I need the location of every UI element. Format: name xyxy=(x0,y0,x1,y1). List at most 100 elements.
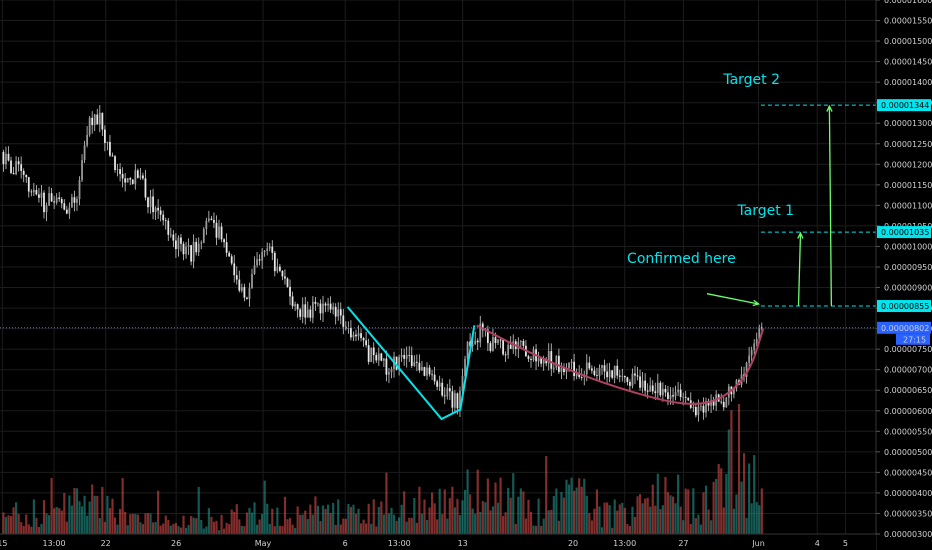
volume-bar xyxy=(717,463,720,534)
candle-body xyxy=(499,339,502,341)
volume-bar xyxy=(190,516,193,534)
price-tick-label: 0.00001200 xyxy=(884,160,932,169)
candle-body xyxy=(68,207,71,214)
candle-body xyxy=(385,358,388,375)
candle-body xyxy=(509,344,512,349)
candle-body xyxy=(370,347,373,362)
volume-bar xyxy=(398,517,401,534)
candle-body xyxy=(753,343,756,351)
candle-body xyxy=(5,153,7,165)
volume-bar xyxy=(316,505,320,534)
volume-bar xyxy=(126,525,129,534)
candle-body xyxy=(565,368,568,373)
volume-bar xyxy=(261,513,264,534)
volume-bar xyxy=(342,518,345,534)
volume-bar xyxy=(263,480,266,534)
candle-body xyxy=(616,365,619,376)
candle-body xyxy=(243,287,246,298)
candle-body xyxy=(651,385,654,392)
candle-body xyxy=(284,276,286,279)
volume-bar xyxy=(656,473,659,534)
volume-bar xyxy=(623,507,626,534)
volume-bar xyxy=(20,522,23,534)
candle-body xyxy=(329,303,332,310)
volume-bar xyxy=(288,518,292,534)
volume-bar xyxy=(537,498,540,534)
volume-bar xyxy=(451,486,454,534)
candle-body xyxy=(466,341,469,359)
volume-bar xyxy=(349,507,352,534)
volume-bar xyxy=(486,478,489,534)
volume-bar xyxy=(461,500,464,534)
price-tick-label: 0.00001100 xyxy=(884,201,932,210)
volume-bar xyxy=(748,463,751,534)
volume-bar xyxy=(496,502,500,534)
candle-body xyxy=(606,371,608,378)
candle-body xyxy=(172,234,175,241)
confirmed-arrow-head xyxy=(752,299,761,307)
volume-bar xyxy=(334,524,337,534)
candle-body xyxy=(733,388,735,395)
volume-bar xyxy=(613,499,616,534)
candle-body xyxy=(725,397,728,408)
candle-body xyxy=(301,304,304,317)
volume-bar xyxy=(88,501,91,534)
candle-body xyxy=(474,340,477,345)
volume-bar xyxy=(359,523,363,534)
volume-bar xyxy=(344,518,347,534)
volume-bar xyxy=(177,526,180,534)
volume-bar xyxy=(382,514,385,534)
volume-bar xyxy=(669,495,672,534)
candle-body xyxy=(311,301,314,318)
volume-bar xyxy=(283,496,287,534)
candle-body xyxy=(646,390,649,392)
volume-bar xyxy=(565,479,568,534)
candle-body xyxy=(537,358,540,362)
candle-body xyxy=(659,382,662,396)
volume-bar xyxy=(370,523,373,534)
volume-bar xyxy=(243,526,246,534)
candle-body xyxy=(502,340,504,355)
volume-bar xyxy=(509,497,512,534)
volume-bar xyxy=(618,504,621,534)
volume-bar xyxy=(146,513,150,534)
volume-bar xyxy=(697,514,700,534)
candle-body xyxy=(357,333,360,337)
candle-body xyxy=(672,395,674,397)
candle-body xyxy=(98,112,101,125)
candle-body xyxy=(492,337,494,351)
volume-bar xyxy=(101,486,104,534)
candle-body xyxy=(350,328,352,338)
candle-body xyxy=(289,286,291,297)
volume-bar xyxy=(266,503,269,534)
candle-body xyxy=(552,367,555,369)
volume-bar xyxy=(278,525,281,534)
volume-bar xyxy=(616,510,619,534)
volume-bar xyxy=(207,508,210,534)
price-tick-label: 0.00000700 xyxy=(884,366,932,375)
candle-body xyxy=(228,252,231,257)
time-tick-label: 13 xyxy=(458,539,468,548)
candle-body xyxy=(109,141,111,156)
volume-bar xyxy=(337,499,340,534)
candle-body xyxy=(365,340,368,346)
volume-bar xyxy=(250,512,254,534)
volume-bar xyxy=(545,456,548,534)
candle-body xyxy=(78,180,81,199)
volume-bar xyxy=(725,474,728,534)
candle-body xyxy=(7,153,10,161)
volume-bar xyxy=(154,521,157,534)
time-tick-label: 15 xyxy=(0,539,7,548)
time-tick-label: 20 xyxy=(568,539,578,548)
candle-body xyxy=(296,304,299,310)
candle-body xyxy=(398,357,400,370)
volume-bar xyxy=(446,518,449,534)
volume-bar xyxy=(273,526,276,534)
volume-bar xyxy=(651,484,654,534)
volume-bar xyxy=(583,478,586,534)
volume-bar xyxy=(415,522,418,534)
volume-bar xyxy=(453,507,456,534)
volume-bar xyxy=(197,486,200,534)
volume-bar xyxy=(339,524,342,534)
